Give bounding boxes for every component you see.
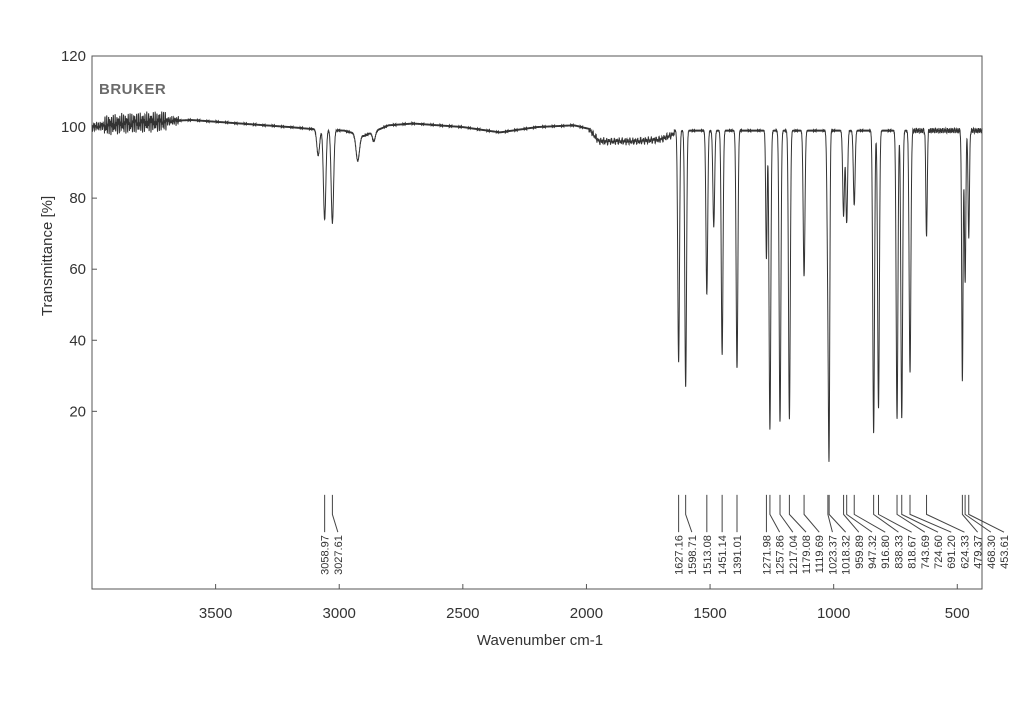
y-axis-title: Transmittance [%] — [39, 196, 56, 316]
peak-label: 1391.01 — [732, 535, 744, 575]
peak-label: 3027.61 — [333, 535, 345, 575]
peak-marker-line — [926, 494, 965, 533]
y-tick-label: 80 — [69, 190, 86, 207]
peak-marker-line — [843, 494, 860, 533]
peak-marker-line — [901, 494, 939, 533]
x-tick-label: 1000 — [817, 605, 850, 622]
peak-label: 1018.32 — [841, 535, 853, 575]
peak-marker-line — [877, 494, 912, 533]
y-tick-label: 100 — [61, 119, 86, 136]
peak-label: 1627.16 — [674, 535, 686, 575]
peak-marker-line — [909, 494, 952, 533]
peak-label: 1598.71 — [687, 535, 699, 575]
brand-label: BRUKER — [99, 81, 166, 98]
peak-label: 947.32 — [867, 535, 879, 569]
x-tick-label: 3500 — [199, 605, 232, 622]
x-tick-label: 2500 — [446, 605, 479, 622]
x-axis-title: Wavenumber cm-1 — [477, 632, 603, 649]
peak-label: 1257.86 — [775, 535, 787, 575]
peak-label: 1023.37 — [827, 535, 839, 575]
peak-label: 743.69 — [920, 535, 932, 569]
peak-marker-line — [779, 494, 794, 533]
y-tick-label: 40 — [69, 332, 86, 349]
peak-label: 691.20 — [946, 535, 958, 569]
x-tick-label: 2000 — [570, 605, 603, 622]
peak-marker-line — [828, 494, 846, 533]
peak-label: 1179.08 — [801, 535, 813, 574]
y-tick-label: 60 — [69, 261, 86, 278]
peak-marker-line — [827, 494, 833, 533]
peak-label: 624.33 — [959, 535, 971, 569]
plot-frame — [91, 55, 983, 590]
peak-marker-line — [846, 494, 873, 533]
y-tick-label: 20 — [69, 403, 86, 420]
y-tick-label: 120 — [61, 48, 86, 65]
peak-label: 838.33 — [893, 535, 905, 569]
peak-marker-line — [896, 494, 926, 533]
peak-marker-line — [685, 494, 693, 533]
peak-label: 1217.04 — [788, 535, 800, 575]
peak-marker-line — [803, 494, 820, 533]
peak-marker-line — [964, 494, 992, 533]
peak-marker-line — [873, 494, 899, 533]
peak-marker-line — [968, 494, 1005, 533]
peak-marker-line — [331, 494, 339, 533]
x-tick-label: 1500 — [693, 605, 726, 622]
peak-label: 1513.08 — [702, 535, 714, 575]
peak-label: 1271.98 — [761, 535, 773, 575]
spectrum-line — [91, 111, 983, 462]
x-tick-label: 500 — [945, 605, 970, 622]
peak-label: 818.67 — [907, 535, 919, 569]
peak-marker-line — [788, 494, 807, 533]
peak-label: 959.89 — [854, 535, 866, 569]
peak-label: 1451.14 — [717, 535, 729, 575]
peak-label: 3058.97 — [320, 535, 332, 575]
peak-label: 453.61 — [999, 535, 1011, 569]
peak-label: 724.60 — [933, 535, 945, 569]
peak-label: 479.37 — [973, 535, 985, 569]
peak-label: 468.30 — [986, 535, 998, 569]
x-tick-label: 3000 — [323, 605, 356, 622]
peak-marker-line — [769, 494, 781, 533]
x-axis-ticks: 3500 3000 2500 2000 1500 1000 500 — [199, 584, 970, 622]
peak-markers: 3058.97 3027.61 1627.16 1598.71 1513.08 1451.… — [320, 494, 1011, 575]
peak-marker-line — [853, 494, 886, 533]
peak-label: 1119.69 — [814, 535, 826, 573]
peak-marker-line — [961, 494, 979, 533]
peak-label: 916.80 — [880, 535, 892, 569]
